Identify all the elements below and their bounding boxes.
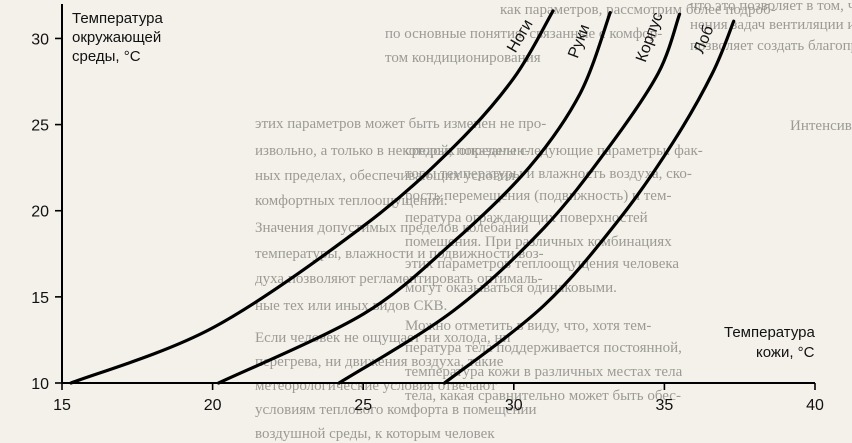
background-text-line: извольно, а только в некоторых определен… bbox=[255, 143, 530, 159]
background-text-line: тела, какая сравнительно может быть обес… bbox=[405, 388, 681, 404]
series-line-4 bbox=[442, 19, 736, 385]
background-text-line: Интенсивность теплообмена человека с окр… bbox=[790, 118, 852, 134]
x-tick-label: 40 bbox=[806, 397, 824, 414]
background-text-line: температура кожи в различных местах тела bbox=[405, 364, 683, 380]
y-axis-label-line: среды, °C bbox=[72, 48, 141, 65]
background-text-line: том кондиционирования bbox=[385, 50, 541, 66]
background-text-line: ных пределах, обеспечивающих условия bbox=[255, 168, 515, 184]
background-text-line: температуры, влажности и подвижности воз… bbox=[255, 246, 544, 262]
x-axis-label: Температура кожи, °C bbox=[724, 324, 816, 361]
series-label-3: Корпус bbox=[633, 10, 666, 64]
background-text-line: как параметров, рассмотрим более подроб- bbox=[500, 2, 776, 18]
background-text-line: что это позволяет в том, что помимо выпо… bbox=[690, 0, 852, 14]
y-tick-label: 30 bbox=[31, 31, 49, 48]
x-tick-label: 35 bbox=[656, 397, 674, 414]
background-text-line: этих параметров теплоощущения человека bbox=[405, 256, 679, 272]
series-label-2: Руки bbox=[565, 22, 593, 60]
background-text-line: Значения допустимых пределов колебаний bbox=[255, 220, 529, 236]
y-axis-label-line: окружающей bbox=[72, 29, 161, 46]
background-text-line: по основные понятия, связанные с комфор- bbox=[385, 26, 662, 42]
x-axis-label-line: Температура bbox=[724, 324, 816, 341]
background-text-line: условиям теплового комфорта в помещении bbox=[255, 402, 537, 418]
background-text-line: позволяет создать благоприятный микрокли… bbox=[690, 38, 852, 54]
y-tick-label: 15 bbox=[31, 290, 49, 307]
x-axis-label-line: кожи, °C bbox=[756, 344, 815, 361]
background-text-line: духа позволяют регламентировать оптималь… bbox=[255, 271, 543, 287]
background-text-line: пература тела поддерживается постоянной, bbox=[405, 340, 682, 356]
y-tick-label: 20 bbox=[31, 204, 49, 221]
series-line-3 bbox=[337, 12, 682, 385]
background-text-line: средой, показаны следующие параметры: фа… bbox=[405, 143, 703, 159]
series-label-4: Лоб bbox=[691, 23, 718, 56]
series-line-1 bbox=[69, 9, 555, 385]
background-text-line: Можно отметить в виду, что, хотя тем- bbox=[405, 318, 651, 334]
series-line-2 bbox=[217, 11, 612, 385]
background-text-line: перегрева, ни движения воздуха, такие bbox=[255, 354, 504, 370]
x-tick-label: 25 bbox=[354, 397, 372, 414]
background-text-line: воздушной среды, к которым человек bbox=[255, 426, 495, 442]
y-axis-label-line: Температура bbox=[72, 10, 164, 27]
background-text-line: торы температуры и влажность воздуха, ск… bbox=[405, 166, 692, 182]
x-tick-label: 15 bbox=[53, 397, 71, 414]
x-tick-label: 30 bbox=[505, 397, 523, 414]
x-tick-label: 20 bbox=[204, 397, 222, 414]
background-text-line: рость перемещения (подвижность) и тем- bbox=[405, 188, 671, 204]
y-tick-label: 10 bbox=[31, 376, 49, 393]
background-text-line: Если человек не ощущает ни холода, ни bbox=[255, 330, 511, 346]
y-axis-label: Температура окружающей среды, °C bbox=[72, 10, 164, 65]
background-text-line: ные тех или иных видов СКВ. bbox=[255, 298, 447, 314]
y-tick-label: 25 bbox=[31, 118, 49, 135]
background-text-line: пература ограждающих поверхностей bbox=[405, 210, 648, 226]
